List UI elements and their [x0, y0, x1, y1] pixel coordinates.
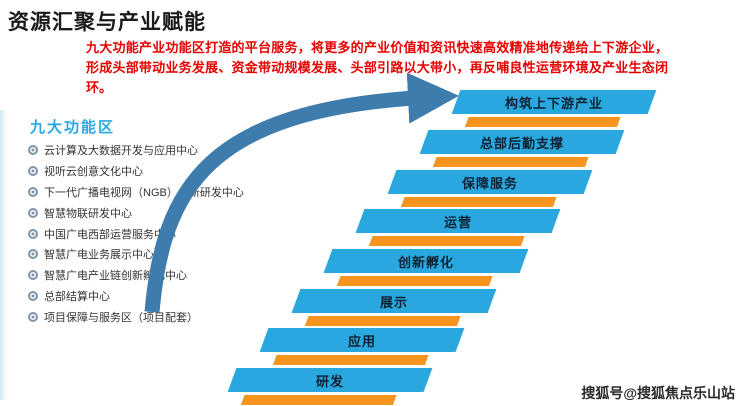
stair-step: 构筑上下游产业	[451, 90, 657, 114]
left-accent-strip	[0, 110, 7, 400]
gear-bullet-icon	[28, 145, 38, 156]
gear-bullet-icon	[28, 249, 38, 260]
stair-step-label: 构筑上下游产业	[504, 95, 603, 111]
stair-step: 总部后勤支撑	[419, 130, 625, 154]
stair-step: 创新孵化	[323, 249, 529, 273]
stair-step-label: 总部后勤支撑	[479, 135, 564, 151]
gear-bullet-icon	[28, 290, 38, 301]
stair-step-label: 创新孵化	[397, 254, 454, 270]
page-title: 资源汇聚与产业赋能	[8, 11, 206, 34]
stair-step-label: 展示	[379, 294, 408, 310]
gear-bullet-icon	[28, 207, 38, 218]
list-item-label: 总部结算中心	[44, 290, 110, 303]
stair-step-label: 应用	[347, 333, 376, 349]
stair-step-label: 研发	[315, 373, 344, 389]
gear-bullet-icon	[28, 311, 38, 322]
list-item-label: 项目保障与服务区（项目配套）	[44, 311, 198, 324]
list-item: 智慧物联研发中心	[28, 202, 268, 223]
list-item-label: 智慧广电业务展示中心	[44, 249, 154, 262]
stair-step: 保障服务	[387, 170, 593, 194]
stair-step: 应用	[259, 328, 465, 352]
list-item: 视听云创意文化中心	[28, 161, 268, 182]
gear-bullet-icon	[28, 166, 38, 177]
stair-step: 展示	[291, 289, 497, 313]
gear-bullet-icon	[28, 270, 38, 281]
list-item: 项目保障与服务区（项目配套）	[28, 306, 268, 327]
slide-description: 九大功能产业功能区打造的平台服务，将更多的产业价值和资讯快速高效精准地传递给上下…	[86, 40, 668, 95]
list-item-label: 中国广电西部运营服务中心	[44, 228, 176, 241]
stair-step-label: 保障服务	[461, 175, 518, 191]
gear-bullet-icon	[28, 228, 38, 239]
list-item-label: 视听云创意文化中心	[44, 166, 143, 179]
stair-step: 研发	[227, 368, 433, 392]
list-item: 中国广电西部运营服务中心	[28, 223, 268, 244]
list-item-label: 智慧物联研发中心	[44, 207, 132, 220]
stair-step-label: 运营	[443, 214, 472, 230]
sidebar-heading: 九大功能区	[30, 119, 116, 136]
list-item: 智慧广电业务展示中心	[28, 244, 268, 265]
gear-bullet-icon	[28, 186, 38, 197]
list-item: 总部结算中心	[28, 286, 268, 307]
watermark: 搜狐号@搜狐焦点乐山站	[581, 385, 735, 401]
stair-step: 运营	[355, 209, 561, 233]
